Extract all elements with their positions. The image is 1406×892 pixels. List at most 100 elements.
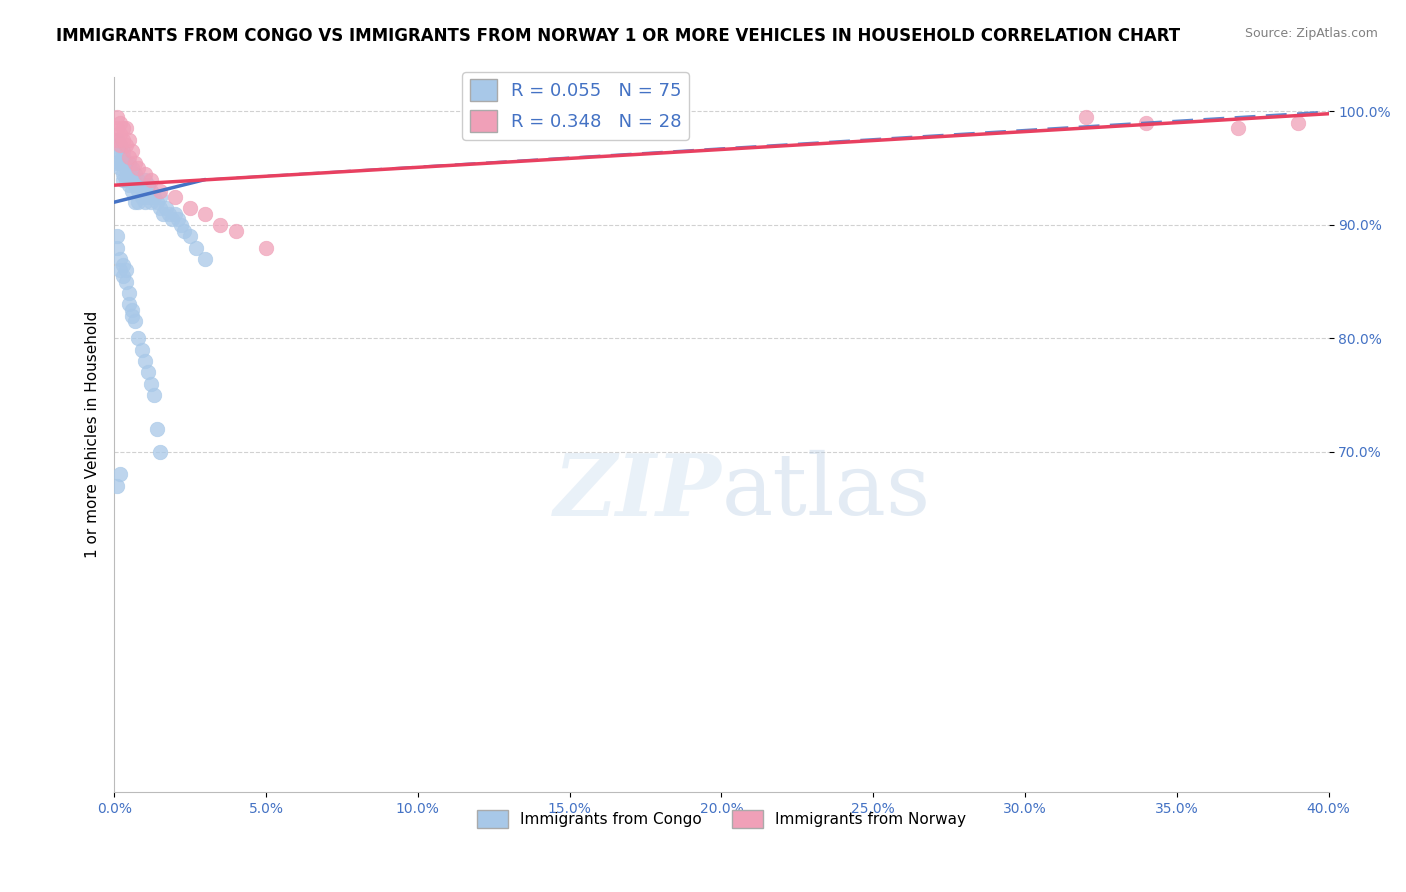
Text: IMMIGRANTS FROM CONGO VS IMMIGRANTS FROM NORWAY 1 OR MORE VEHICLES IN HOUSEHOLD : IMMIGRANTS FROM CONGO VS IMMIGRANTS FROM…: [56, 27, 1181, 45]
Point: [149, 444, 172, 458]
Point: [115, 138, 138, 153]
Point: [145, 422, 167, 436]
Point: [1226, 121, 1249, 136]
Point: [105, 229, 128, 244]
Point: [118, 285, 141, 300]
Point: [136, 178, 159, 193]
Y-axis label: 1 or more Vehicles in Household: 1 or more Vehicles in Household: [86, 311, 100, 558]
Point: [179, 229, 201, 244]
Point: [142, 189, 165, 203]
Legend: Immigrants from Congo, Immigrants from Norway: Immigrants from Congo, Immigrants from N…: [471, 804, 972, 834]
Point: [105, 110, 128, 124]
Point: [115, 263, 138, 277]
Point: [124, 167, 146, 181]
Point: [121, 184, 143, 198]
Point: [131, 343, 153, 357]
Point: [112, 172, 135, 186]
Point: [118, 150, 141, 164]
Point: [127, 161, 149, 176]
Point: [110, 263, 132, 277]
Point: [124, 178, 146, 193]
Text: atlas: atlas: [721, 450, 931, 533]
Point: [118, 297, 141, 311]
Point: [155, 201, 177, 215]
Point: [118, 167, 141, 181]
Point: [134, 195, 156, 210]
Point: [167, 212, 190, 227]
Point: [149, 189, 172, 203]
Point: [142, 388, 165, 402]
Point: [105, 150, 128, 164]
Point: [110, 116, 132, 130]
Point: [124, 314, 146, 328]
Point: [160, 212, 183, 227]
Point: [134, 172, 156, 186]
Point: [157, 206, 180, 220]
Point: [139, 376, 162, 391]
Point: [105, 241, 128, 255]
Point: [112, 121, 135, 136]
Point: [209, 218, 232, 232]
Point: [105, 479, 128, 493]
Point: [124, 195, 146, 210]
Point: [115, 161, 138, 176]
Point: [110, 138, 132, 153]
Point: [149, 184, 172, 198]
Point: [112, 167, 135, 181]
Point: [121, 302, 143, 317]
Point: [1074, 110, 1097, 124]
Point: [118, 155, 141, 169]
Point: [110, 161, 132, 176]
Point: [112, 258, 135, 272]
Text: Source: ZipAtlas.com: Source: ZipAtlas.com: [1244, 27, 1378, 40]
Point: [149, 201, 172, 215]
Point: [186, 241, 208, 255]
Point: [136, 365, 159, 379]
Point: [194, 252, 217, 266]
Point: [127, 172, 149, 186]
Point: [173, 223, 195, 237]
Point: [110, 127, 132, 141]
Point: [127, 184, 149, 198]
Point: [134, 354, 156, 368]
Point: [105, 155, 128, 169]
Point: [121, 172, 143, 186]
Point: [115, 155, 138, 169]
Point: [131, 189, 153, 203]
Point: [115, 275, 138, 289]
Point: [118, 133, 141, 147]
Point: [110, 138, 132, 153]
Point: [110, 155, 132, 169]
Point: [124, 155, 146, 169]
Point: [139, 195, 162, 210]
Point: [112, 133, 135, 147]
Point: [145, 195, 167, 210]
Point: [1135, 116, 1157, 130]
Point: [112, 144, 135, 158]
Point: [115, 172, 138, 186]
Point: [110, 467, 132, 482]
Point: [127, 195, 149, 210]
Point: [139, 172, 162, 186]
Point: [105, 133, 128, 147]
Point: [112, 155, 135, 169]
Point: [163, 206, 186, 220]
Point: [121, 161, 143, 176]
Point: [121, 144, 143, 158]
Point: [139, 184, 162, 198]
Point: [179, 201, 201, 215]
Point: [170, 218, 193, 232]
Text: ZIP: ZIP: [554, 450, 721, 533]
Point: [194, 206, 217, 220]
Point: [134, 167, 156, 181]
Point: [136, 189, 159, 203]
Point: [110, 252, 132, 266]
Point: [112, 150, 135, 164]
Point: [112, 268, 135, 283]
Point: [121, 309, 143, 323]
Point: [115, 121, 138, 136]
Point: [134, 184, 156, 198]
Point: [225, 223, 247, 237]
Point: [105, 133, 128, 147]
Point: [131, 178, 153, 193]
